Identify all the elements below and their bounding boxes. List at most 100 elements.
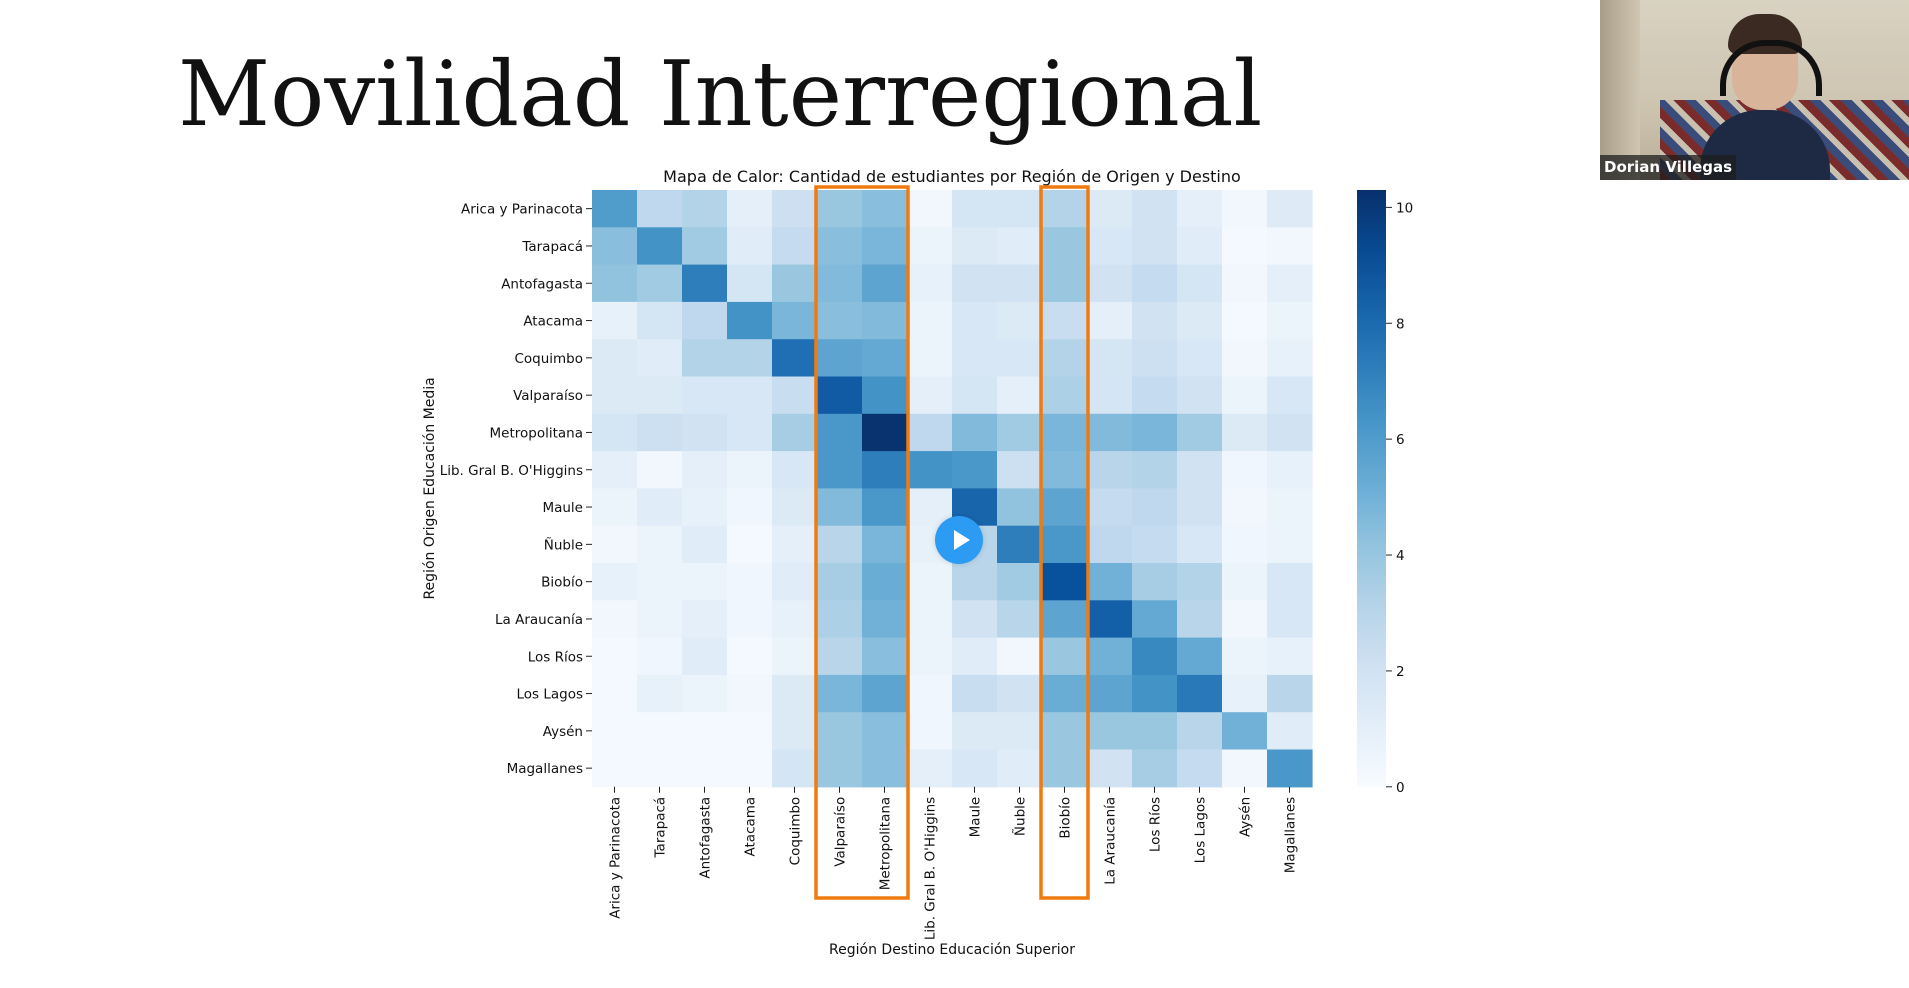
heatmap-cell <box>1042 637 1088 676</box>
heatmap-cell <box>1042 301 1088 340</box>
heatmap-cell <box>592 451 638 489</box>
webcam-curtain <box>1600 0 1640 180</box>
colorbar-tick-label: 8 <box>1396 316 1405 332</box>
heatmap-cell <box>772 600 818 639</box>
heatmap-cell <box>637 264 683 303</box>
play-button[interactable] <box>935 516 983 564</box>
heatmap-cell <box>817 264 863 303</box>
heatmap-cell <box>682 600 728 639</box>
heatmap-cell <box>907 749 953 788</box>
heatmap-cell <box>1087 563 1133 601</box>
y-tick-label: Los Ríos <box>528 649 583 665</box>
heatmap-cell <box>1177 264 1223 303</box>
heatmap-cell <box>1087 600 1133 639</box>
heatmap-cell <box>592 413 638 452</box>
heatmap-cell <box>1267 339 1313 378</box>
heatmap-cell <box>907 190 953 228</box>
x-tick-label: Magallanes <box>1283 797 1299 873</box>
heatmap-cell <box>682 525 728 564</box>
heatmap-cell <box>997 339 1043 378</box>
x-tick-label: Valparaíso <box>833 797 849 867</box>
heatmap-cell <box>1267 451 1313 489</box>
heatmap-cell <box>907 712 953 751</box>
heatmap-cell <box>1177 376 1223 415</box>
heatmap-cell <box>592 525 638 564</box>
heatmap-cell <box>1042 190 1088 228</box>
heatmap-cell <box>1132 413 1178 452</box>
heatmap-cell <box>772 525 818 564</box>
heatmap-cell <box>1177 339 1223 378</box>
heatmap-cell <box>1087 264 1133 303</box>
y-tick-label: Arica y Parinacota <box>461 202 583 218</box>
heatmap-cell <box>1177 413 1223 452</box>
heatmap-cell <box>997 301 1043 340</box>
heatmap-cell <box>1222 376 1268 415</box>
heatmap-cell <box>1042 413 1088 452</box>
heatmap-cell <box>1087 488 1133 527</box>
heatmap-cell <box>1132 563 1178 601</box>
heatmap-cell <box>862 301 908 340</box>
heatmap-cell <box>862 227 908 266</box>
heatmap-cell <box>682 264 728 303</box>
heatmap-cell <box>1087 525 1133 564</box>
heatmap-cell <box>727 339 773 378</box>
heatmap-cell <box>1132 339 1178 378</box>
heatmap-cell <box>1222 413 1268 452</box>
heatmap-cell <box>727 376 773 415</box>
x-tick-label: Tarapacá <box>653 797 669 859</box>
heatmap-cell <box>772 488 818 527</box>
heatmap-cell <box>1177 451 1223 489</box>
colorbar <box>1357 190 1386 787</box>
heatmap-cell <box>907 563 953 601</box>
heatmap-cell <box>952 712 998 751</box>
heatmap-cell <box>952 301 998 340</box>
highlight-box-biobio <box>1039 185 1090 900</box>
y-tick-label: Antofagasta <box>501 276 583 292</box>
heatmap-cell <box>1087 190 1133 228</box>
heatmap-cell <box>592 674 638 713</box>
y-tick-label: Atacama <box>523 314 583 330</box>
heatmap-cell <box>772 637 818 676</box>
headset-icon <box>1720 40 1822 96</box>
heatmap-cell <box>1222 674 1268 713</box>
heatmap-cell <box>682 376 728 415</box>
heatmap-cell <box>1087 301 1133 340</box>
heatmap-cell <box>1222 301 1268 340</box>
heatmap-cell <box>997 749 1043 788</box>
heatmap-cell <box>1267 600 1313 639</box>
heatmap-cell <box>1222 227 1268 266</box>
x-tick-label: Metropolitana <box>878 797 894 891</box>
heatmap-cell <box>1132 227 1178 266</box>
heatmap-cell <box>1042 339 1088 378</box>
heatmap-cell <box>1132 264 1178 303</box>
heatmap-cell <box>907 451 953 489</box>
webcam-tile[interactable]: Dorian Villegas <box>1600 0 1909 180</box>
heatmap-cell <box>682 674 728 713</box>
heatmap-cell <box>1177 712 1223 751</box>
heatmap-cell <box>952 600 998 639</box>
heatmap-cell <box>592 190 638 228</box>
heatmap-cell <box>997 376 1043 415</box>
heatmap-cell <box>862 600 908 639</box>
play-icon <box>953 530 970 550</box>
heatmap-cell <box>1177 488 1223 527</box>
heatmap-cell <box>772 227 818 266</box>
heatmap-cell <box>1087 674 1133 713</box>
heatmap-cell <box>772 674 818 713</box>
x-tick-label: Los Lagos <box>1193 797 1209 864</box>
heatmap-cell <box>997 451 1043 489</box>
heatmap-cell <box>727 749 773 788</box>
heatmap-cell <box>1042 376 1088 415</box>
heatmap-cell <box>1267 637 1313 676</box>
y-tick-label: Metropolitana <box>490 425 584 441</box>
heatmap-cell <box>637 563 683 601</box>
y-tick-label: Biobío <box>541 575 583 591</box>
heatmap-cell <box>1267 712 1313 751</box>
heatmap-cell <box>682 413 728 452</box>
heatmap-cell <box>1222 712 1268 751</box>
heatmap-cell <box>727 525 773 564</box>
heatmap-cell <box>772 190 818 228</box>
heatmap-cell <box>592 301 638 340</box>
heatmap-cell <box>637 301 683 340</box>
